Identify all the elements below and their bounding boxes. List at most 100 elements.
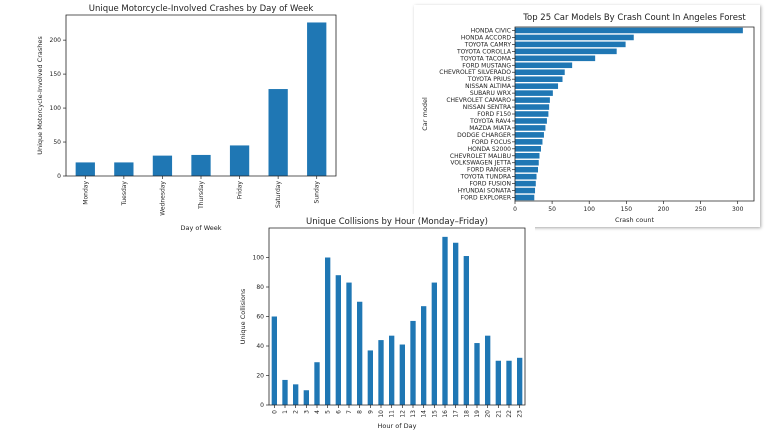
bar-wednesday — [152, 155, 173, 176]
y-tick-label: FORD MUSTANG — [462, 62, 511, 69]
x-tick-label: 14 — [421, 410, 428, 418]
x-tick-label: Saturday — [275, 181, 282, 208]
y-tick-label: FORD FOCUS — [472, 139, 512, 146]
x-tick-label: Monday — [82, 181, 89, 205]
bar-9 — [367, 350, 373, 405]
bar-honda-civic — [515, 27, 743, 34]
x-tick-label: Sunday — [314, 181, 321, 204]
y-axis-label: Car model — [421, 97, 429, 131]
bar-honda-accord — [515, 34, 634, 41]
bar-friday — [229, 145, 250, 176]
bar-honda-s2000 — [515, 146, 541, 152]
bar-20 — [485, 335, 491, 405]
bar-4 — [314, 362, 320, 405]
y-tick-label: CHEVROLET MALIBU — [450, 153, 511, 160]
x-tick-label: Wednesday — [159, 181, 166, 216]
y-tick-label: CHEVROLET CAMARO — [446, 97, 511, 104]
x-tick-label: 0 — [271, 410, 278, 414]
bar-8 — [357, 301, 363, 405]
bar-toyota-rav4 — [515, 118, 547, 124]
x-tick-label: 7 — [346, 410, 353, 414]
y-tick-label: 100 — [253, 255, 265, 262]
y-tick-label: HONDA ACCORD — [461, 34, 512, 41]
y-tick-label: HONDA S2000 — [468, 146, 512, 153]
bar-dodge-charger — [515, 132, 544, 138]
y-tick-label: 50 — [53, 139, 61, 146]
bar-saturday — [268, 89, 288, 176]
bar-ford-ranger — [515, 166, 539, 173]
chart-title: Top 25 Car Models By Crash Count In Ange… — [522, 13, 746, 23]
x-tick-label: 2 — [293, 410, 300, 414]
bar-6 — [335, 275, 341, 405]
x-axis-label: Day of Week — [180, 224, 221, 232]
bar-21 — [495, 360, 501, 405]
bar-toyota-tacoma — [515, 55, 596, 62]
hourly-chart: Unique Collisions by Hour (Monday–Friday… — [239, 217, 526, 430]
x-tick-label: 250 — [695, 206, 707, 213]
y-tick-label: DODGE CHARGER — [457, 132, 511, 139]
bar-14 — [421, 306, 427, 405]
y-tick-label: 60 — [256, 314, 264, 321]
bar-17 — [453, 242, 459, 405]
bar-thursday — [191, 154, 211, 176]
y-tick-label: 100 — [50, 105, 62, 112]
y-tick-label: 40 — [256, 343, 264, 350]
y-tick-label: TOYOTA PRIUS — [467, 76, 511, 83]
y-tick-label: FORD FUSION — [469, 181, 511, 188]
y-tick-label: 20 — [256, 373, 264, 380]
bar-monday — [75, 162, 95, 176]
x-tick-label: 22 — [506, 410, 513, 418]
chart-title: Unique Motorcycle-Involved Crashes by Da… — [89, 4, 314, 14]
bar-0 — [271, 316, 277, 405]
bar-10 — [378, 340, 384, 405]
bar-ford-fusion — [515, 180, 536, 187]
x-tick-label: 21 — [495, 410, 502, 418]
bar-16 — [442, 236, 448, 405]
y-tick-label: HYUNDAI SONATA — [458, 188, 512, 195]
bar-chevrolet-silverado — [515, 69, 565, 76]
bar-mazda-miata — [515, 125, 546, 131]
bar-toyota-prius — [515, 76, 563, 82]
bar-subaru-wrx — [515, 90, 553, 96]
bar-23 — [517, 357, 523, 405]
x-tick-label: 13 — [410, 410, 417, 418]
x-tick-label: 20 — [485, 410, 492, 418]
y-tick-label: HONDA CIVIC — [471, 27, 511, 34]
x-tick-label: 50 — [548, 206, 556, 213]
chart-title: Unique Collisions by Hour (Monday–Friday… — [306, 217, 488, 227]
x-tick-label: 4 — [314, 410, 321, 414]
x-axis-label: Hour of Day — [378, 422, 417, 430]
bar-chevrolet-malibu — [515, 152, 540, 159]
bar-nissan-sentra — [515, 104, 550, 110]
x-tick-label: 8 — [357, 410, 364, 414]
bar-sunday — [307, 22, 327, 176]
y-tick-label: 0 — [57, 173, 61, 180]
x-tick-label: 1 — [282, 410, 289, 414]
x-tick-label: 150 — [621, 206, 633, 213]
plot-frame — [65, 14, 337, 177]
y-tick-label: 150 — [50, 71, 62, 78]
x-tick-label: 17 — [453, 410, 460, 418]
y-tick-label: FORD RANGER — [467, 167, 511, 174]
y-tick-label: TOYOTA RAV4 — [469, 118, 511, 125]
x-tick-label: 18 — [463, 410, 470, 418]
x-axis-label: Crash count — [615, 216, 655, 224]
bar-1 — [282, 379, 288, 405]
y-tick-label: NISSAN ALTIMA — [465, 83, 512, 90]
bar-13 — [410, 320, 416, 405]
bar-5 — [325, 257, 331, 405]
x-tick-label: 19 — [474, 410, 481, 418]
bar-toyota-camry — [515, 41, 626, 48]
weekday-chart-panel: Unique Motorcycle-Involved Crashes by Da… — [0, 0, 340, 240]
plot-frame — [514, 26, 755, 202]
bar-tuesday — [114, 162, 134, 176]
bar-19 — [474, 343, 480, 405]
y-axis-label: Unique Motorcycle-Involved Crashes — [36, 36, 44, 155]
y-tick-label: VOLKSWAGEN JETTA — [450, 160, 512, 167]
hourly-chart-panel: Unique Collisions by Hour (Monday–Friday… — [235, 214, 535, 432]
x-tick-label: Tuesday — [121, 181, 128, 207]
x-tick-label: 200 — [658, 206, 670, 213]
car-models-chart: Top 25 Car Models By Crash Count In Ange… — [421, 13, 755, 224]
x-tick-label: 10 — [378, 410, 385, 418]
bar-2 — [293, 384, 299, 405]
